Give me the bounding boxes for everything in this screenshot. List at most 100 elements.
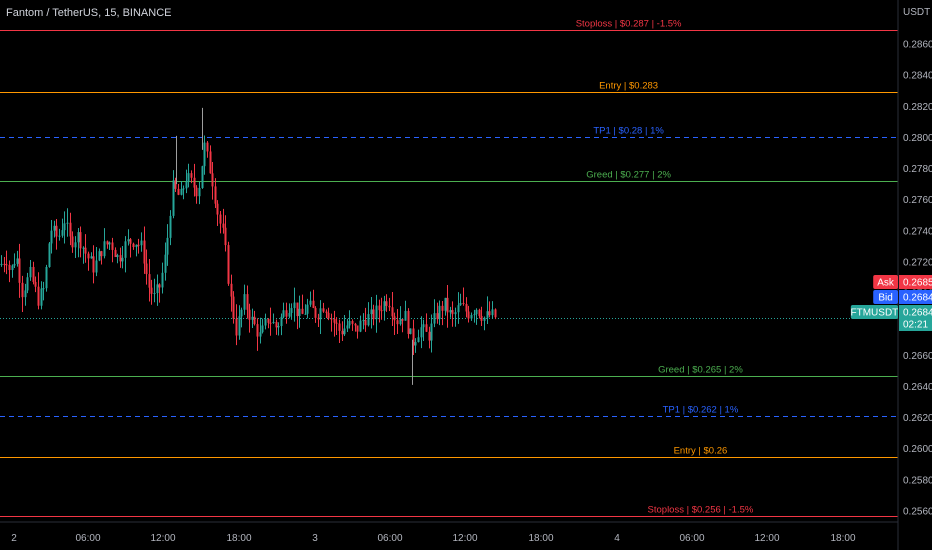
candle-body [356, 325, 359, 332]
candle-body [280, 316, 283, 327]
candle-body [348, 320, 351, 326]
candle-body [216, 203, 219, 215]
symbol-title[interactable]: Fantom / TetherUS, 15, BINANCE [6, 7, 172, 19]
candle-body [444, 297, 447, 311]
time-axis[interactable]: 2 06:00 12:00 18:00 3 06:00 12:00 18:00 4 06:00 12… [11, 533, 856, 544]
candle-body [193, 177, 196, 188]
candle-body [11, 265, 14, 271]
candle-body [61, 230, 64, 236]
candle-body [29, 266, 32, 278]
candle-body [195, 187, 198, 197]
candle-body [451, 310, 454, 315]
candle-body [325, 311, 328, 313]
candle-body [103, 241, 106, 257]
candle-body [296, 302, 299, 317]
candle-body [55, 225, 58, 237]
candle-body [422, 324, 425, 328]
candle-body [367, 314, 370, 326]
time-tick-label: 18:00 [226, 533, 251, 544]
candle-body [243, 294, 246, 310]
candle-body [74, 242, 77, 248]
candle-body [108, 242, 111, 245]
candle-body [180, 189, 183, 195]
candle-body [172, 180, 175, 216]
candle-body [261, 325, 264, 333]
price-axis-currency: USDT [903, 7, 930, 18]
candle-body [486, 311, 489, 318]
price-tick-label: 0.2640 [903, 382, 932, 393]
price-tag-value-box [899, 275, 932, 289]
candle-body [378, 305, 381, 311]
candle-body [375, 305, 378, 320]
candle-body [201, 166, 204, 188]
candle-body [362, 320, 365, 322]
candle-body [391, 307, 394, 317]
candle-body [87, 253, 90, 259]
candle-body [417, 337, 420, 343]
candle-body [491, 309, 494, 316]
candle-body [259, 332, 262, 337]
candle-body [428, 331, 431, 341]
time-tick-label: 06:00 [377, 533, 402, 544]
candle-body [224, 227, 227, 246]
candle-body [293, 302, 296, 309]
candle-body [256, 324, 259, 337]
candle-body [341, 330, 344, 335]
candle-body [148, 274, 151, 288]
candle-body [330, 318, 333, 320]
candle-body [190, 173, 193, 178]
candle-body [166, 237, 169, 255]
candle-body [111, 242, 114, 250]
candle-body [404, 310, 407, 321]
level-label: TP1 | $0.28 | 1% [593, 126, 664, 137]
candle-body [246, 294, 249, 310]
candle-body [401, 319, 404, 321]
candle-body [290, 308, 293, 313]
candle-body [301, 308, 304, 314]
candle-body [267, 318, 270, 323]
candle-body [26, 277, 29, 291]
level-label: Entry | $0.26 [674, 446, 728, 457]
candle-body [222, 223, 225, 228]
candle-body [380, 310, 383, 312]
price-tag-name: Ask [877, 278, 895, 289]
candle-body [164, 254, 167, 273]
candle-body [354, 323, 357, 326]
candle-body [198, 187, 201, 197]
price-tag-value: 0.2684 [903, 308, 932, 319]
candle-body [48, 243, 51, 267]
candle-body [100, 251, 103, 257]
candle-body [127, 239, 130, 242]
candle-body [145, 263, 148, 275]
time-tick-label: 18:00 [830, 533, 855, 544]
candle-body [119, 255, 122, 262]
candle-body [161, 272, 164, 288]
candle-body [63, 223, 66, 231]
candle-body [0, 263, 3, 266]
candle-body [494, 309, 497, 318]
time-tick-label: 12:00 [452, 533, 477, 544]
candle-body [275, 321, 278, 328]
candle-body [462, 302, 465, 304]
time-tick-label: 4 [614, 533, 620, 544]
candle-body [478, 309, 481, 316]
price-tag-value: 0.2685 [903, 278, 932, 289]
price-tag-value-box [899, 305, 932, 331]
candle-body [209, 151, 212, 174]
candle-body [77, 232, 80, 243]
candle-body [5, 264, 8, 266]
price-tick-label: 0.2780 [903, 164, 932, 175]
candle-body [420, 327, 423, 338]
candle-body [351, 320, 354, 324]
candle-body [116, 255, 119, 258]
candle-body [18, 258, 21, 283]
candle-body [488, 311, 491, 316]
candle-body [269, 322, 272, 324]
candle-body [150, 287, 153, 294]
candle-body [412, 328, 415, 346]
candle-body [441, 305, 444, 311]
candle-body [438, 305, 441, 320]
candle-body [430, 323, 433, 341]
